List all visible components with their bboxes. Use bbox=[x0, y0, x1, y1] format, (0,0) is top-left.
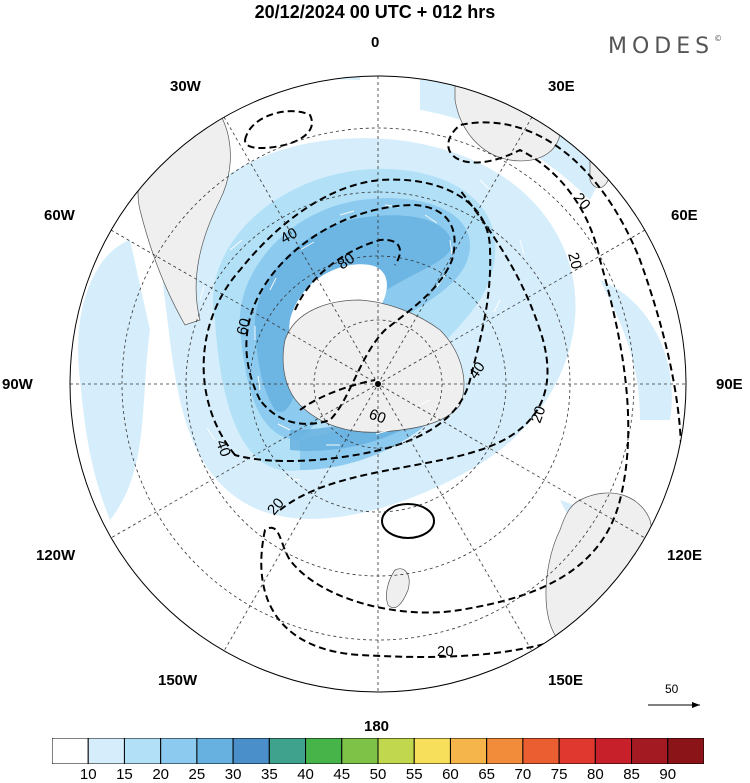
wind-vectors bbox=[199, 179, 525, 481]
colorbar-tick-label: 65 bbox=[478, 766, 495, 783]
colorbar-swatch bbox=[341, 738, 379, 764]
longitude-label-90w: 90W bbox=[2, 376, 33, 393]
longitude-label-30e: 30E bbox=[548, 78, 575, 95]
contour-20-inner bbox=[279, 189, 549, 511]
colorbar-tick-label: 75 bbox=[550, 766, 568, 783]
antarctica bbox=[282, 299, 465, 433]
colorbar-swatch bbox=[667, 738, 704, 764]
contour-label: 40 bbox=[278, 224, 301, 247]
longitude-label-90e: 90E bbox=[716, 376, 743, 393]
contour-20-outer bbox=[260, 121, 683, 658]
contour-label: 60 bbox=[233, 317, 254, 338]
colorbar-tick-label: 55 bbox=[405, 766, 423, 783]
colorbar-swatch bbox=[305, 738, 343, 764]
colorbar-swatch bbox=[87, 738, 125, 764]
new-zealand bbox=[386, 568, 410, 609]
colorbar-tick-label: 40 bbox=[297, 766, 314, 783]
colorbar-tick-label: 20 bbox=[152, 766, 169, 783]
colorbar-swatch bbox=[558, 738, 596, 764]
colorbar-swatch bbox=[631, 738, 669, 764]
colorbar-swatch bbox=[123, 738, 162, 764]
map-boundary bbox=[69, 75, 687, 693]
closed-contour bbox=[381, 503, 435, 539]
longitude-label-0: 0 bbox=[371, 34, 380, 51]
longitude-label-150w: 150W bbox=[158, 672, 198, 689]
colorbar-swatch bbox=[522, 738, 560, 764]
map-title: 20/12/2024 00 UTC + 012 hrs bbox=[254, 2, 496, 22]
contour-label: 40 bbox=[465, 359, 488, 382]
colorbar-tick-label: 60 bbox=[442, 766, 459, 783]
contour-40 bbox=[202, 178, 492, 462]
longitude-label-150e: 150E bbox=[548, 672, 584, 689]
longitude-label-60e: 60E bbox=[671, 207, 698, 224]
reference-vector bbox=[648, 702, 700, 708]
colorbar-swatch bbox=[413, 738, 451, 764]
reference-vector-label: 50 bbox=[665, 682, 679, 696]
contour-label: 20 bbox=[528, 404, 550, 425]
colorbar-tick-label: 70 bbox=[514, 766, 532, 783]
colorbar-swatch bbox=[232, 738, 270, 764]
colorbar-tick-label: 10 bbox=[79, 766, 97, 783]
colorbar-tick-label: 90 bbox=[659, 766, 677, 783]
longitude-label-60w: 60W bbox=[44, 207, 75, 224]
longitude-label-180: 180 bbox=[364, 718, 390, 735]
colorbar-tick-label: 15 bbox=[116, 766, 133, 783]
colorbar-tick-label: 35 bbox=[260, 766, 278, 783]
colorbar-swatch bbox=[377, 738, 415, 764]
longitude-label-120e: 120E bbox=[667, 547, 703, 564]
colorbar-tick-label: 45 bbox=[333, 766, 351, 783]
map-disk bbox=[70, 76, 686, 692]
colorbar-tick-label: 50 bbox=[369, 766, 387, 783]
logo-text: MODES bbox=[608, 34, 715, 59]
longitude-label-30w: 30W bbox=[170, 78, 201, 95]
contour-label: 80 bbox=[335, 250, 358, 273]
contour-label: 20 bbox=[437, 643, 454, 660]
colorbar-tick-label: 30 bbox=[224, 766, 242, 783]
contour-60 bbox=[245, 203, 456, 425]
colorbar-tick-label: 80 bbox=[586, 766, 604, 783]
contour-label: 40 bbox=[212, 438, 234, 459]
modes-logo: MODES© bbox=[608, 34, 722, 59]
contour-label: 60 bbox=[367, 406, 388, 428]
colorbar-tick-label: 85 bbox=[623, 766, 640, 783]
madagascar bbox=[589, 148, 611, 188]
colorbar-swatch bbox=[160, 738, 198, 764]
longitude-label-120w: 120W bbox=[36, 547, 76, 564]
colorbar-swatch bbox=[268, 738, 307, 764]
isotach-contours bbox=[202, 110, 683, 658]
colorbar bbox=[52, 738, 704, 764]
colorbar-swatch bbox=[196, 738, 234, 764]
colorbar-swatch bbox=[449, 738, 488, 764]
copyright-mark: © bbox=[714, 33, 723, 43]
colorbar-swatch bbox=[52, 738, 89, 764]
south-pole-marker bbox=[375, 381, 381, 387]
colorbar-swatch bbox=[594, 738, 633, 764]
contour-20-topleft bbox=[243, 110, 313, 150]
contour-label: 20 bbox=[564, 251, 585, 272]
colorbar-tick-label: 25 bbox=[188, 766, 206, 783]
colorbar-swatch bbox=[486, 738, 524, 764]
